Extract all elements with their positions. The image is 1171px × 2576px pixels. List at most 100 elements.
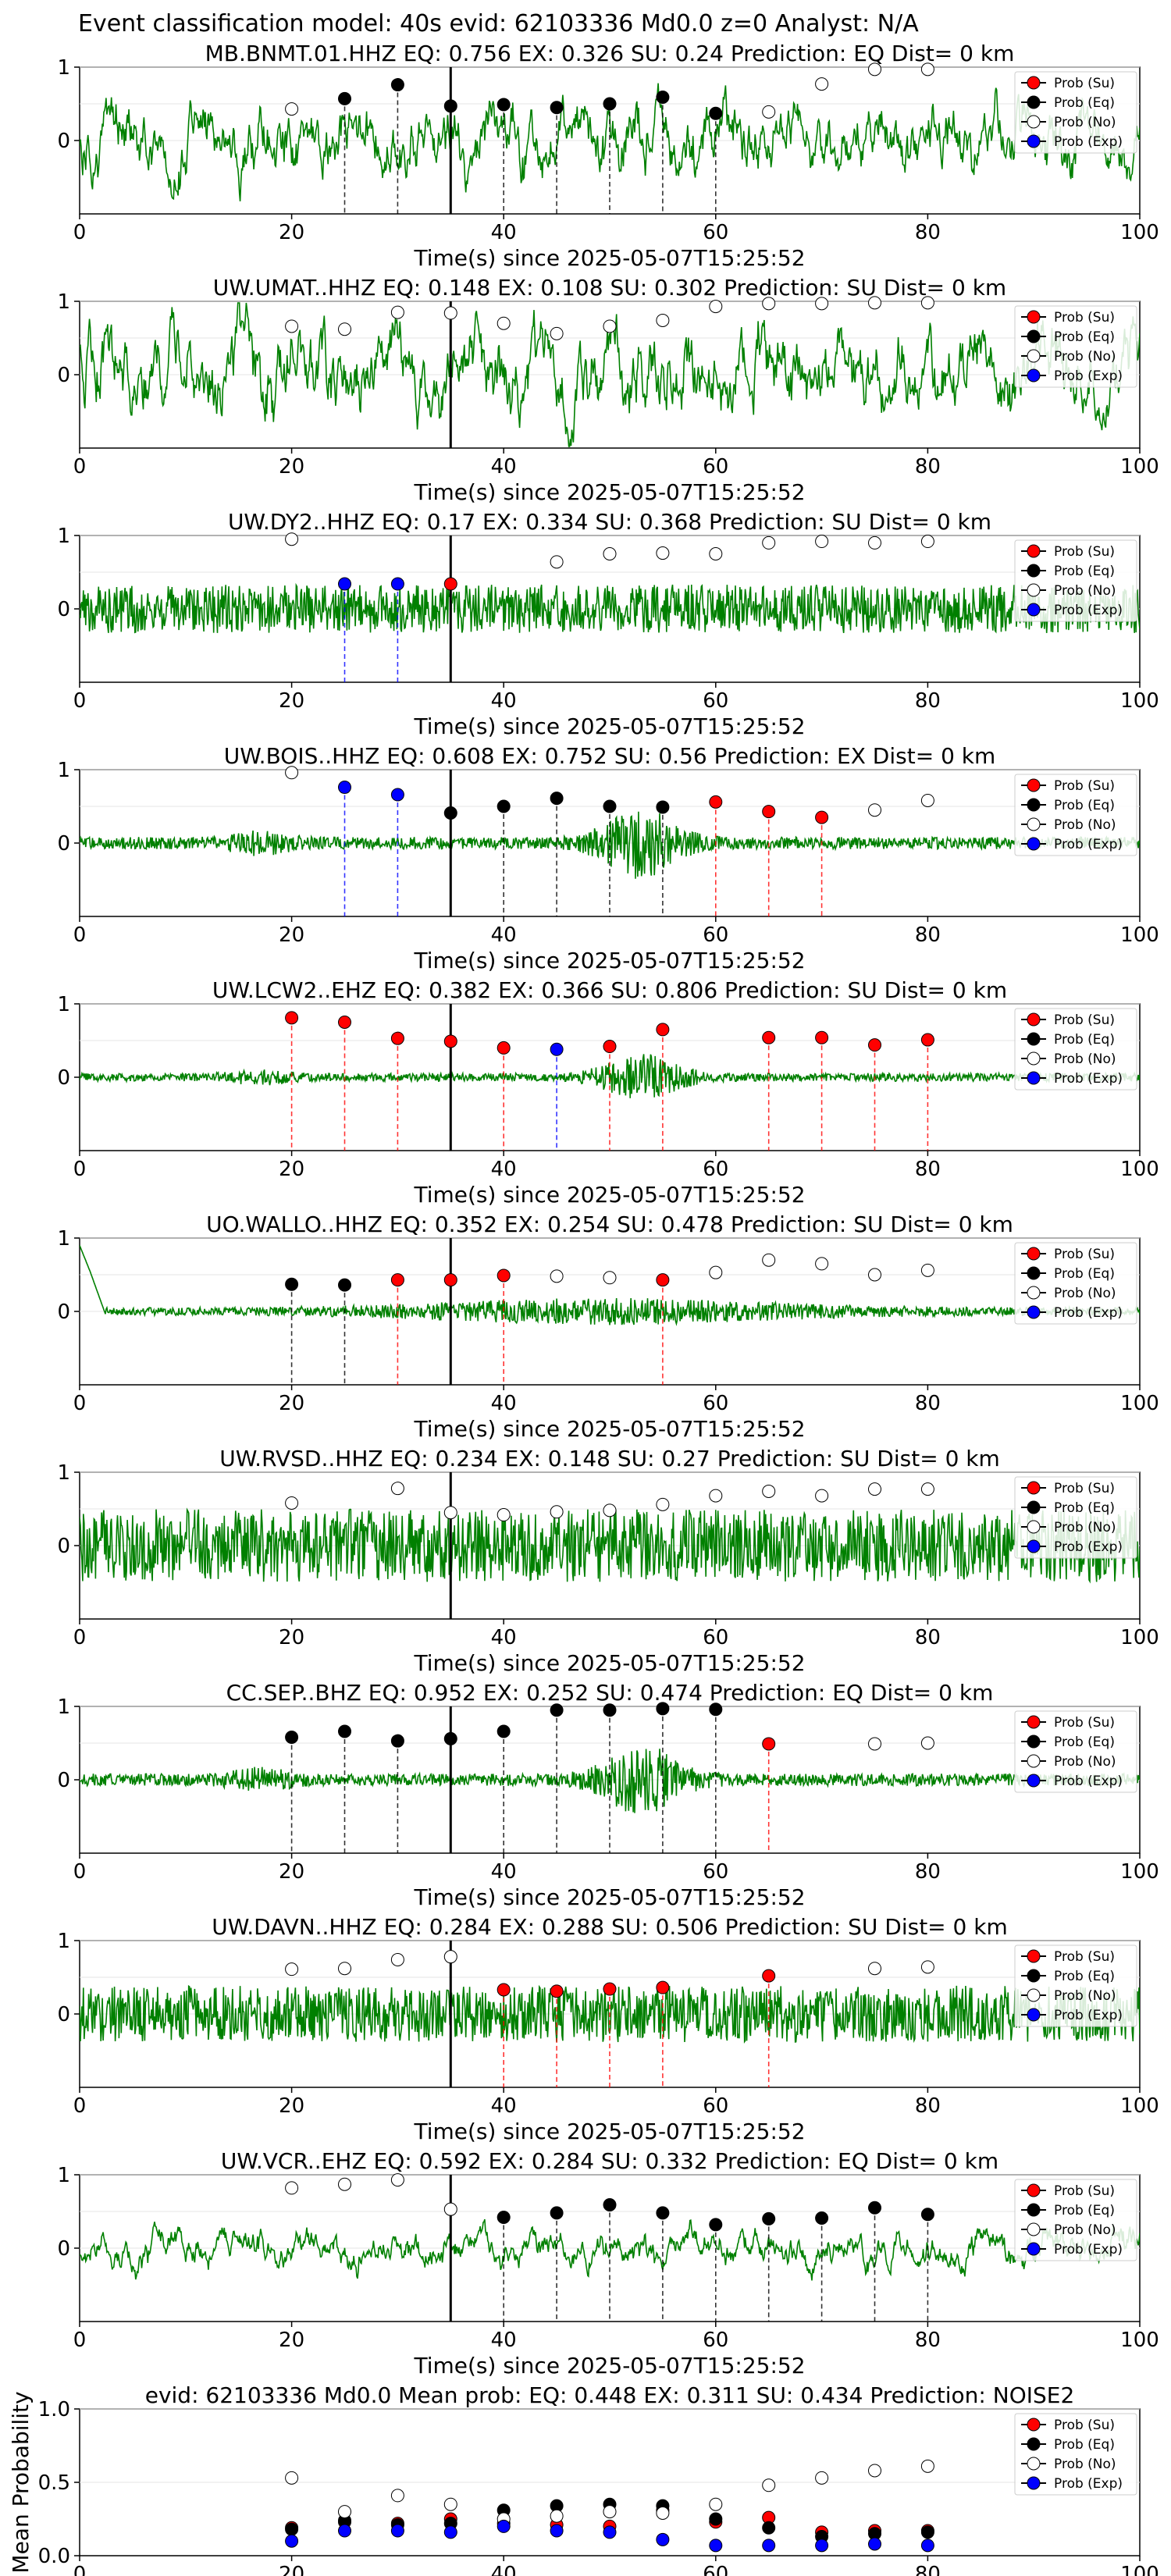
- x-tick-label: 100: [1120, 1626, 1159, 1649]
- x-tick-label: 100: [1120, 2329, 1159, 2352]
- x-tick-label: 20: [279, 1626, 304, 1649]
- point-eq: [497, 2211, 511, 2225]
- point-eq: [390, 78, 404, 92]
- legend-swatch-eq: [1027, 329, 1041, 343]
- legend-label-eq: Prob (Eq): [1054, 95, 1115, 111]
- panel-9: UW.DAVN..HHZ EQ: 0.284 EX: 0.288 SU: 0.5…: [57, 1914, 1159, 2144]
- point-exp: [390, 577, 404, 591]
- point-exp: [390, 2524, 404, 2538]
- point-su: [709, 795, 723, 809]
- legend-swatch-exp: [1027, 2242, 1041, 2256]
- point-no: [815, 2471, 829, 2485]
- point-no: [920, 62, 934, 76]
- legend-swatch-no: [1027, 2457, 1041, 2471]
- x-tick-label: 20: [279, 1392, 304, 1415]
- y-tick-label: 1: [57, 290, 70, 314]
- point-no: [762, 535, 776, 550]
- panel-title: UW.VCR..EHZ EQ: 0.592 EX: 0.284 SU: 0.33…: [221, 2148, 998, 2174]
- legend-swatch-no: [1027, 583, 1041, 597]
- legend-box: [1014, 1710, 1137, 1793]
- legend-swatch-no: [1027, 1520, 1041, 1534]
- point-eq: [285, 1730, 299, 1744]
- x-axis-label: Time(s) since 2025-05-07T15:25:52: [413, 1650, 805, 1676]
- panel-title: evid: 62103336 Md0.0 Mean prob: EQ: 0.44…: [145, 2382, 1075, 2408]
- x-tick-label: 100: [1120, 689, 1159, 713]
- legend-label-no: Prob (No): [1054, 1520, 1116, 1535]
- y-tick-label: 0: [57, 1300, 70, 1324]
- y-tick-label: 0: [57, 1066, 70, 1090]
- x-tick-label: 60: [703, 2329, 728, 2352]
- point-no: [285, 1962, 299, 1976]
- y-tick-label: 1: [57, 1461, 70, 1485]
- panel-title: UW.DY2..HHZ EQ: 0.17 EX: 0.334 SU: 0.368…: [228, 509, 991, 535]
- legend-box: [1014, 2413, 1137, 2496]
- legend-label-no: Prob (No): [1054, 1051, 1116, 1067]
- legend-swatch-exp: [1027, 603, 1041, 617]
- point-no: [285, 766, 299, 780]
- legend-swatch-eq: [1027, 564, 1041, 578]
- x-tick-label: 20: [279, 2094, 304, 2118]
- point-su: [550, 1984, 564, 1998]
- x-tick-label: 60: [703, 1158, 728, 1181]
- point-no: [868, 1482, 881, 1496]
- x-tick-label: 80: [915, 1158, 941, 1181]
- point-exp: [550, 1042, 564, 1056]
- point-eq: [656, 800, 670, 814]
- x-tick-label: 20: [279, 923, 304, 947]
- point-no: [443, 2202, 457, 2216]
- point-eq: [603, 97, 617, 111]
- legend-swatch-su: [1027, 2418, 1041, 2432]
- point-exp: [920, 2539, 934, 2553]
- point-exp: [390, 788, 404, 802]
- x-tick-label: 80: [915, 1392, 941, 1415]
- x-tick-label: 80: [915, 689, 941, 713]
- x-tick-label: 20: [279, 1860, 304, 1884]
- panel-11: evid: 62103336 Md0.0 Mean prob: EQ: 0.44…: [8, 2382, 1159, 2576]
- point-no: [656, 2506, 670, 2520]
- y-axis-label: Mean Probability: [8, 2391, 34, 2573]
- point-no: [443, 2497, 457, 2511]
- point-eq: [338, 91, 351, 105]
- legend-swatch-eq: [1027, 1500, 1041, 1514]
- point-no: [868, 2464, 881, 2478]
- y-tick-label: 0.5: [38, 2471, 70, 2495]
- point-no: [656, 1497, 670, 1511]
- y-tick-label: 0: [57, 832, 70, 856]
- x-tick-label: 40: [491, 1158, 517, 1181]
- waveform-trace: [80, 1507, 1140, 1584]
- waveform-group: [80, 1507, 1140, 1584]
- point-eq: [603, 2198, 617, 2212]
- legend-swatch-eq: [1027, 95, 1041, 109]
- point-su: [603, 1040, 617, 1054]
- legend-swatch-su: [1027, 1481, 1041, 1495]
- point-no: [390, 2173, 404, 2187]
- panel-10: UW.VCR..EHZ EQ: 0.592 EX: 0.284 SU: 0.33…: [57, 2148, 1159, 2379]
- legend-label-eq: Prob (Eq): [1054, 1500, 1115, 1516]
- panel-title: UW.RVSD..HHZ EQ: 0.234 EX: 0.148 SU: 0.2…: [219, 1446, 1000, 1471]
- point-no: [920, 1960, 934, 1974]
- point-no: [709, 300, 723, 314]
- legend-label-su: Prob (Su): [1054, 2418, 1115, 2433]
- point-su: [390, 1031, 404, 1045]
- point-exp: [338, 2524, 351, 2538]
- point-eq: [285, 2522, 299, 2536]
- x-tick-label: 40: [491, 2329, 517, 2352]
- point-no: [762, 1253, 776, 1267]
- y-tick-label: 0: [57, 130, 70, 153]
- legend-swatch-no: [1027, 1286, 1041, 1300]
- x-axis-label: Time(s) since 2025-05-07T15:25:52: [413, 245, 805, 271]
- point-no: [815, 297, 829, 311]
- panel-3: UW.DY2..HHZ EQ: 0.17 EX: 0.334 SU: 0.368…: [57, 509, 1159, 739]
- legend-swatch-exp: [1027, 1071, 1041, 1085]
- x-tick-label: 40: [491, 689, 517, 713]
- x-tick-label: 80: [915, 2329, 941, 2352]
- x-axis-label: Time(s) since 2025-05-07T15:25:52: [413, 479, 805, 505]
- legend-label-no: Prob (No): [1054, 2222, 1116, 2238]
- legend-box: [1014, 1944, 1137, 2027]
- point-eq: [709, 1703, 723, 1717]
- legend-label-su: Prob (Su): [1054, 778, 1115, 794]
- point-eq: [497, 98, 511, 112]
- point-eq: [338, 1278, 351, 1292]
- point-eq: [656, 91, 670, 105]
- panel-title: UO.WALLO..HHZ EQ: 0.352 EX: 0.254 SU: 0.…: [206, 1212, 1013, 1237]
